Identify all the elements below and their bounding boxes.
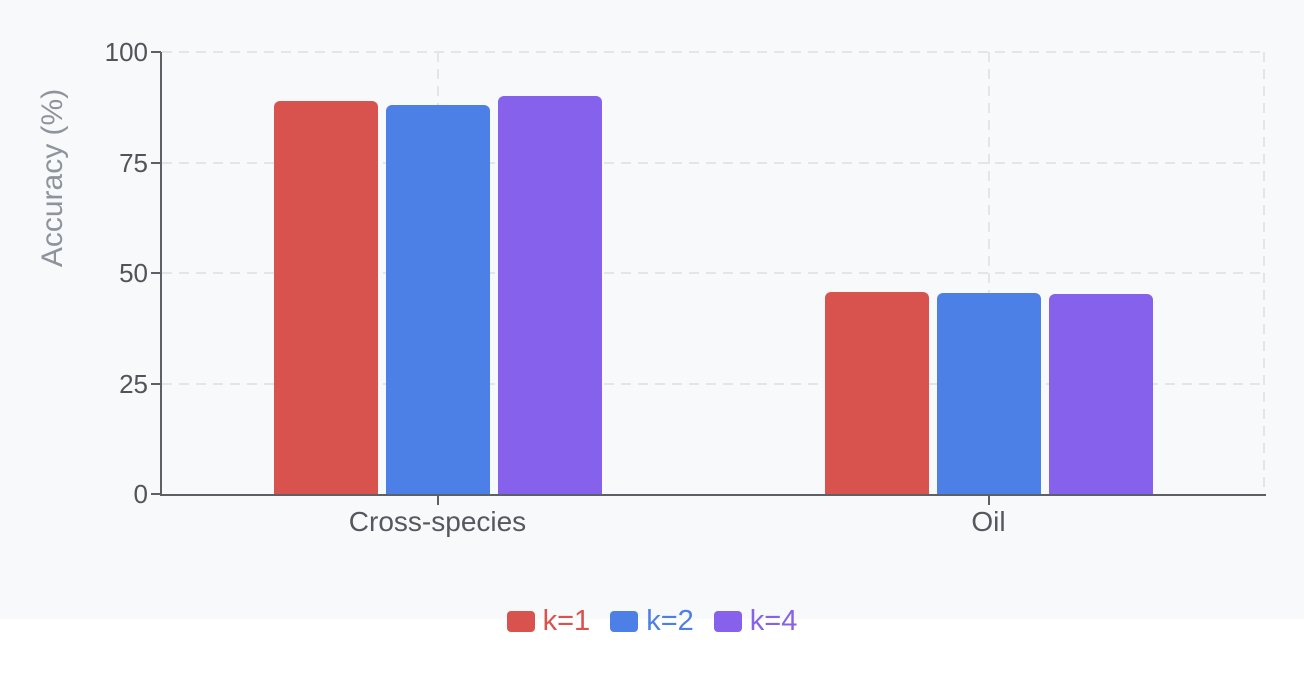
legend-item-k=1[interactable]: k=1 bbox=[506, 604, 591, 637]
gridline-y-100 bbox=[162, 51, 1264, 53]
y-tick-mark-100 bbox=[151, 51, 161, 53]
gridline-y-75 bbox=[162, 161, 1264, 164]
y-tick-mark-0 bbox=[151, 493, 161, 495]
y-tick-mark-75 bbox=[151, 161, 161, 164]
gridline-x-1 bbox=[987, 52, 990, 494]
gridline-y-50 bbox=[162, 272, 1264, 274]
legend-item-k=4[interactable]: k=4 bbox=[713, 604, 798, 637]
legend-swatch-k=4 bbox=[713, 610, 742, 632]
x-tick-mark-Cross-species bbox=[436, 496, 439, 505]
y-tick-mark-25 bbox=[151, 382, 161, 385]
y-axis-line bbox=[160, 52, 162, 496]
x-category-label-Oil: Oil bbox=[971, 506, 1006, 537]
legend-label-k=4: k=4 bbox=[749, 604, 798, 637]
y-tick-label-75: 75 bbox=[119, 147, 148, 178]
y-tick-mark-50 bbox=[151, 272, 161, 274]
legend-swatch-k=2 bbox=[610, 610, 639, 632]
legend-label-k=1: k=1 bbox=[542, 604, 591, 637]
y-tick-label-0: 0 bbox=[133, 479, 148, 509]
gridline-x-2 bbox=[1263, 52, 1265, 494]
legend-item-k=2[interactable]: k=2 bbox=[610, 604, 694, 637]
x-tick-mark-Oil bbox=[987, 496, 990, 505]
chart-legend: k=1 k=2 k=4 bbox=[0, 606, 1304, 636]
bar-k=4-Oil bbox=[1048, 294, 1153, 494]
y-tick-label-25: 25 bbox=[119, 368, 148, 399]
x-category-label-Cross-species: Cross-species bbox=[348, 506, 527, 537]
bar-k=1-Cross-species bbox=[273, 100, 378, 494]
legend-swatch-k=1 bbox=[506, 610, 535, 632]
gridline-y-25 bbox=[162, 382, 1264, 385]
y-axis-title: Accuracy (%) bbox=[36, 88, 69, 268]
bar-k=4-Cross-species bbox=[497, 96, 602, 494]
y-tick-label-50: 50 bbox=[119, 258, 148, 288]
bar-k=2-Cross-species bbox=[385, 105, 490, 494]
bar-k=2-Oil bbox=[936, 293, 1041, 494]
bar-k=1-Oil bbox=[824, 292, 929, 494]
y-tick-label-100: 100 bbox=[104, 37, 148, 67]
plot-area bbox=[162, 51, 1265, 494]
x-axis-line bbox=[160, 494, 1266, 496]
legend-label-k=2: k=2 bbox=[646, 604, 694, 637]
